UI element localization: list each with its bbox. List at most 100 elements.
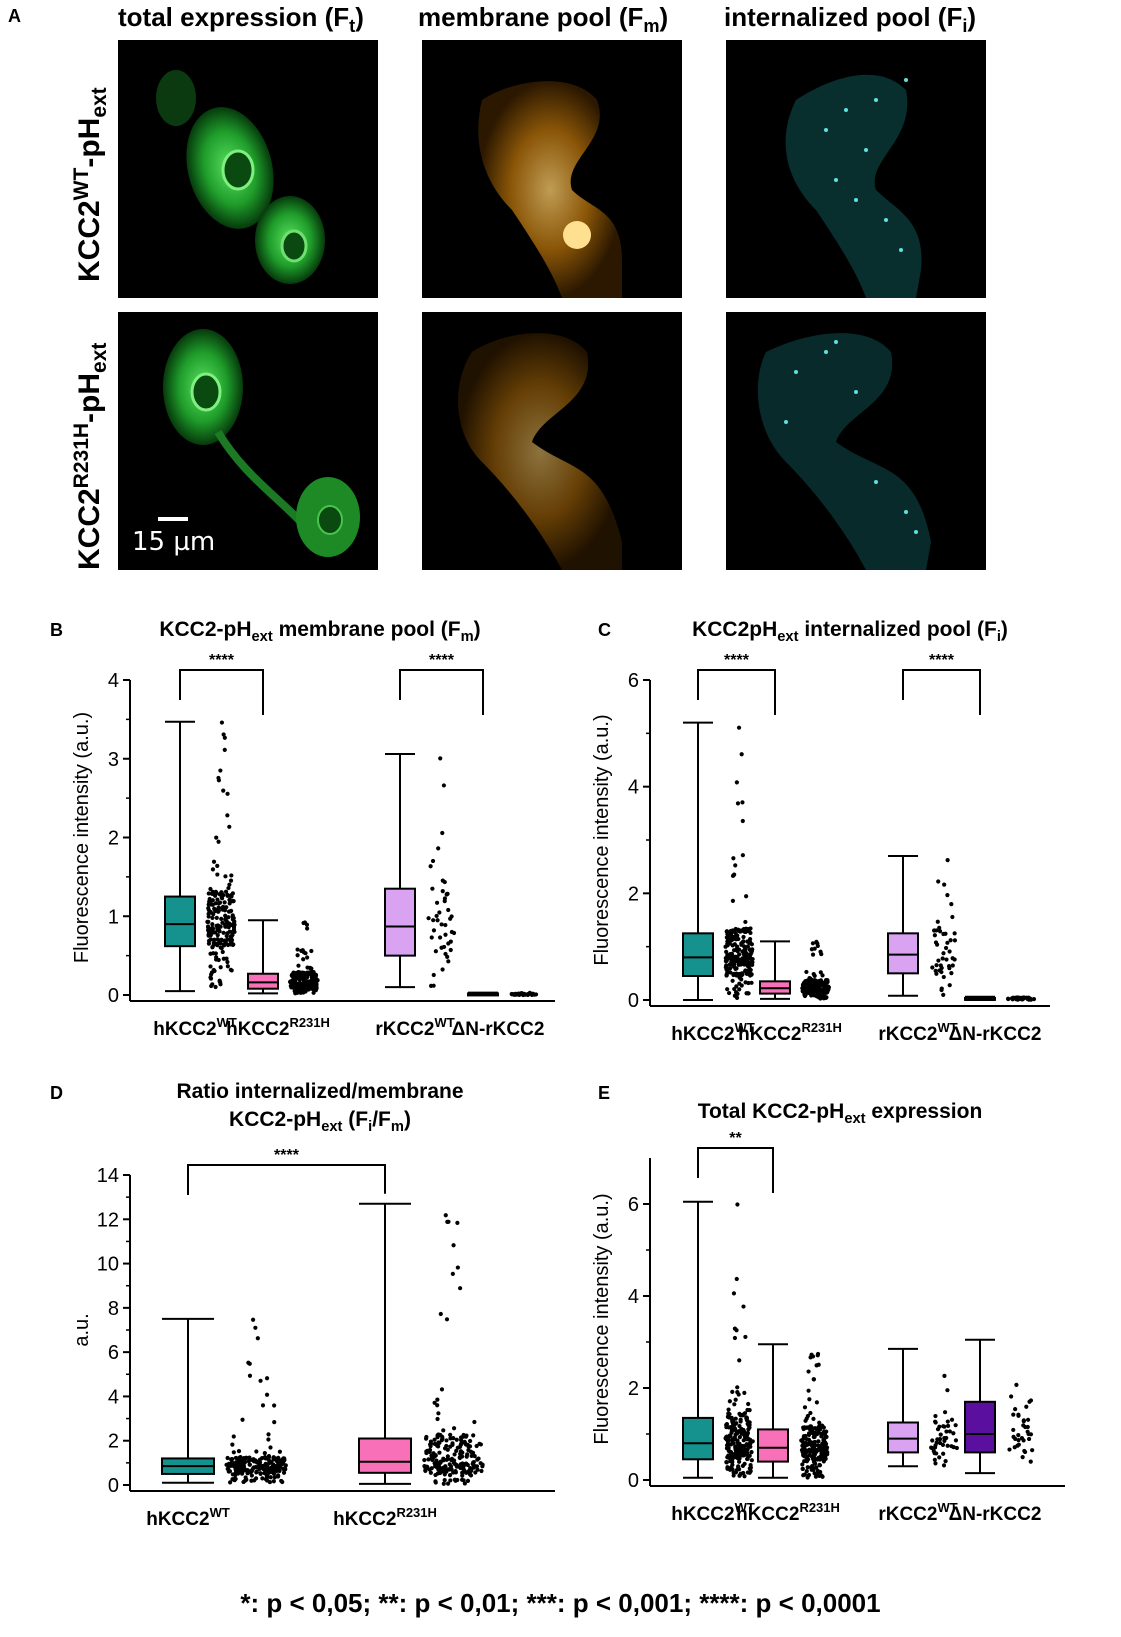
data-point (440, 830, 445, 836)
data-point (947, 966, 952, 971)
data-point (208, 976, 214, 981)
data-point (238, 1454, 243, 1460)
y-tick-label: 6 (108, 1342, 119, 1364)
data-point (293, 991, 298, 996)
data-point (463, 1434, 469, 1439)
data-point (953, 1423, 958, 1428)
data-point (231, 1450, 236, 1455)
data-point (435, 1397, 440, 1402)
data-point (824, 995, 829, 1000)
data-point (427, 1447, 433, 1453)
chart-b-membrane-pool: 0 1 2 3 4 Fluorescence intensity (a.u.) hKCC2W… (71, 652, 555, 1040)
data-point (221, 930, 226, 935)
data-point (726, 1425, 732, 1430)
chart-title-c: KCC2pHext internalized pool (Fi) (692, 618, 1008, 646)
data-point (434, 900, 440, 905)
data-point (741, 952, 746, 957)
data-point (218, 768, 223, 773)
data-point (1025, 1429, 1030, 1434)
box-0 (682, 1416, 714, 1461)
data-point (309, 979, 314, 985)
data-point (214, 835, 219, 840)
data-point (816, 1455, 821, 1461)
data-point (805, 1465, 810, 1470)
data-point (730, 955, 735, 960)
data-point (428, 1439, 434, 1444)
significance-label: **** (929, 652, 955, 669)
data-point (236, 1448, 242, 1454)
data-point (210, 922, 215, 927)
data-point (449, 914, 454, 919)
data-point (815, 941, 820, 946)
data-point (1014, 1382, 1019, 1387)
data-point (460, 1450, 465, 1455)
data-point (727, 952, 733, 957)
data-point (458, 1465, 463, 1471)
x-category-label: ΔN-rKCC2 (949, 1504, 1042, 1525)
data-point (741, 1470, 746, 1476)
data-point (1016, 1433, 1021, 1438)
data-point (210, 982, 215, 987)
data-point (277, 1449, 283, 1454)
data-point (728, 932, 733, 937)
data-point (525, 992, 531, 997)
data-point (940, 1442, 946, 1447)
data-point (741, 1304, 746, 1309)
data-point (938, 1432, 943, 1437)
data-point (443, 1464, 448, 1469)
micrograph-r231h-total: 15 µm (118, 312, 378, 570)
data-point (235, 1470, 240, 1475)
data-point (215, 897, 220, 902)
data-point (250, 1317, 256, 1322)
data-point (305, 955, 310, 960)
data-point (221, 732, 226, 737)
data-point (806, 1472, 812, 1478)
data-point (944, 1429, 949, 1434)
data-point (222, 900, 227, 905)
data-point (807, 1453, 812, 1458)
panel-letter-d: D (50, 1083, 63, 1103)
data-point (737, 1358, 742, 1363)
data-point (742, 1474, 747, 1479)
data-point (941, 1463, 947, 1468)
x-category-label: hKCC2R231H (333, 1505, 437, 1530)
y-tick-label: 0 (628, 1470, 639, 1492)
data-point (935, 942, 940, 947)
data-point (262, 1470, 267, 1476)
data-point (731, 856, 736, 861)
data-point (945, 1443, 950, 1448)
data-point (253, 1476, 259, 1481)
data-point (301, 920, 306, 926)
data-point (724, 973, 729, 978)
data-point (445, 954, 450, 959)
data-point (732, 942, 737, 947)
data-point (432, 1437, 437, 1442)
data-point (940, 956, 945, 961)
x-category-label: hKCC2WT (671, 1500, 755, 1525)
data-point (274, 1465, 279, 1470)
data-point (748, 967, 753, 973)
data-point (1025, 1424, 1030, 1430)
data-point (448, 1436, 453, 1441)
data-point (225, 813, 230, 818)
data-point (732, 993, 738, 998)
data-point (304, 922, 310, 927)
data-point (305, 926, 310, 931)
data-point (805, 1457, 811, 1462)
data-point (729, 1428, 735, 1433)
data-point (440, 967, 445, 972)
data-point (455, 1477, 460, 1483)
data-point (215, 937, 220, 942)
data-point (219, 946, 224, 951)
data-point (741, 939, 746, 944)
data-point (948, 938, 953, 943)
data-point (736, 1459, 742, 1464)
data-point (460, 1461, 465, 1466)
data-point (748, 962, 753, 967)
data-point (1028, 1398, 1034, 1403)
data-point (820, 1474, 825, 1479)
data-point (271, 1457, 276, 1462)
data-point (431, 928, 437, 933)
data-point (817, 1447, 823, 1453)
data-point (230, 1442, 235, 1447)
